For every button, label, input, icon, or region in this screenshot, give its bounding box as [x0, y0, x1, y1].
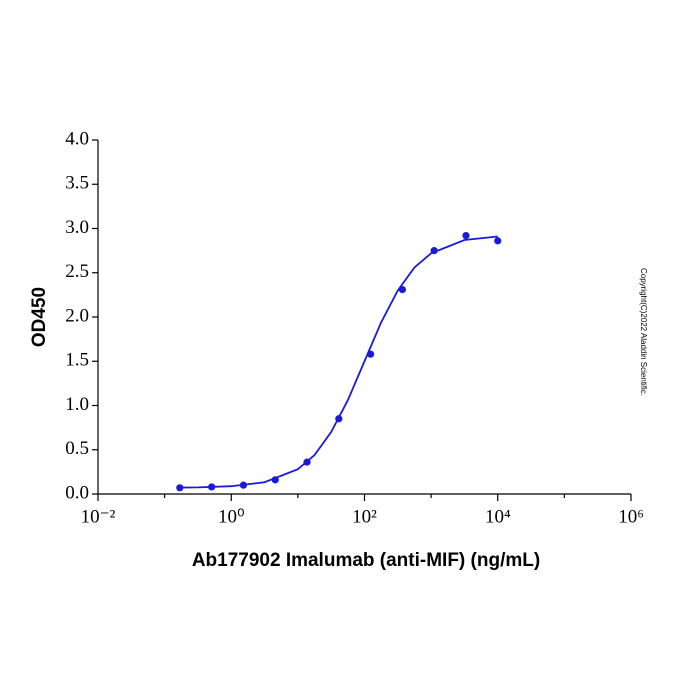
y-tick-label: 0.0: [65, 482, 89, 503]
y-tick-label: 0.5: [65, 438, 89, 459]
data-point: [494, 237, 502, 245]
y-tick-label: 2.0: [65, 305, 89, 326]
data-point: [176, 484, 184, 492]
x-axis-label: Ab177902 Imalumab (anti-MIF) (ng/mL): [192, 550, 540, 571]
x-tick-label: 10⁻²: [81, 506, 116, 527]
y-tick-label: 1.5: [65, 350, 89, 371]
copyright: Copyright(C)2022 Aladdin Scientific.: [639, 268, 648, 396]
x-tick-label: 10⁰: [218, 506, 245, 527]
data-point: [462, 231, 470, 240]
fit-curve: [179, 235, 498, 489]
y-tick-label: 3.5: [65, 173, 89, 194]
x-tick-label: 10⁴: [485, 506, 511, 527]
y-axis-label: OD450: [29, 287, 50, 347]
y-tick-label: 2.5: [65, 261, 89, 282]
x-tick-label: 10²: [352, 506, 377, 527]
y-tick-label: 4.0: [65, 128, 89, 149]
x-tick-label: 10⁶: [618, 506, 644, 527]
y-tick-label: 1.0: [65, 394, 89, 415]
y-tick-label: 3.0: [65, 217, 89, 238]
